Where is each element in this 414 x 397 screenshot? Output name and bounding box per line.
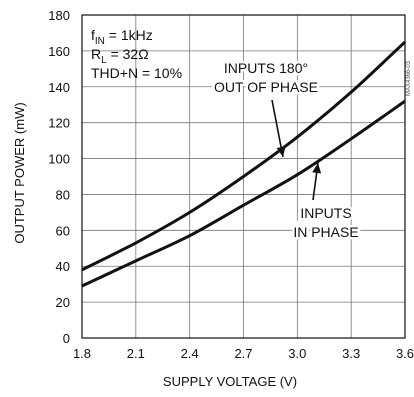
x-tick-label: 2.4 [181, 346, 199, 361]
tick-labels: 1.8 2.1 2.4 2.7 3.0 3.3 3.6 0 20 40 60 80 100 120 140 1… [48, 8, 414, 361]
x-tick-label: 3.0 [288, 346, 306, 361]
figure-id-note: MAX4366-03 [406, 60, 412, 96]
curve-out-of-phase [81, 40, 407, 272]
plot-frame [81, 14, 406, 339]
x-tick-label: 3.6 [396, 346, 414, 361]
y-tick-label: 20 [56, 295, 70, 310]
series-label-in-phase: INPUTS IN PHASE [291, 203, 361, 243]
y-tick-label: 160 [48, 44, 70, 59]
arrow-in-phase-head [312, 163, 322, 174]
x-tick-label: 1.8 [73, 346, 91, 361]
y-tick-label: 80 [56, 187, 70, 202]
annotation-arrows [271, 99, 322, 201]
y-tick-label: 40 [56, 259, 70, 274]
condition-line: THD+N = 10% [91, 65, 182, 81]
x-tick-label: 3.3 [342, 346, 360, 361]
y-tick-label: 100 [48, 152, 70, 167]
y-tick-label: 60 [56, 223, 70, 238]
x-axis-label: SUPPLY VOLTAGE (V) [163, 374, 297, 389]
series-label-line: INPUTS 180° [224, 60, 308, 76]
y-tick-label: 180 [48, 8, 70, 23]
y-axis-label: OUTPUT POWER (mW) [12, 102, 27, 243]
y-tick-label: 140 [48, 80, 70, 95]
condition-line: fIN = 1kHz [91, 27, 153, 47]
series-label-line: IN PHASE [293, 224, 358, 240]
data-series [81, 40, 407, 288]
series-label-line: OUT OF PHASE [214, 79, 318, 95]
condition-line: RL = 32Ω [91, 46, 149, 66]
series-label-out-of-phase: INPUTS 180° OUT OF PHASE [212, 58, 321, 98]
series-label-line: INPUTS [300, 205, 351, 221]
curve-in-phase [81, 99, 406, 288]
x-tick-label: 2.7 [234, 346, 252, 361]
arrow-out-of-phase-head [276, 146, 286, 157]
y-tick-label: 0 [63, 331, 70, 346]
y-tick-label: 120 [48, 116, 70, 131]
x-tick-label: 2.1 [127, 346, 145, 361]
